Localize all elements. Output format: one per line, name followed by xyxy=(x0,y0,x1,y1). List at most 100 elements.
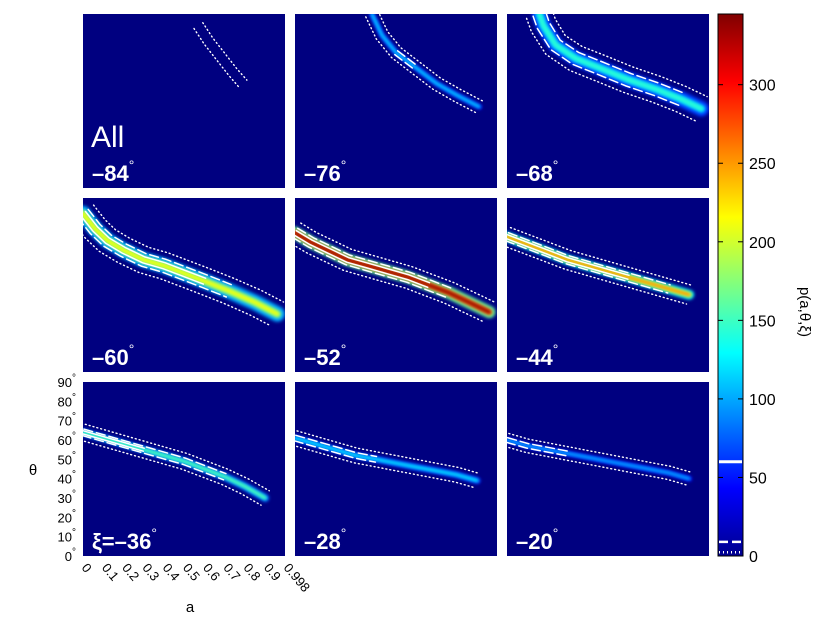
x-tick-label: 0.998 xyxy=(281,560,313,595)
panel-label: –28° xyxy=(304,525,346,554)
y-axis-label: θ xyxy=(29,462,37,479)
contour-solid xyxy=(507,238,629,280)
x-tick-label: 0.4 xyxy=(160,560,183,583)
density-core xyxy=(295,437,478,482)
contour-solid xyxy=(83,430,145,449)
colorbar-tick-label: 300 xyxy=(749,78,776,95)
panel-label: –60° xyxy=(92,341,134,370)
panel: ξ=–36° xyxy=(83,382,285,556)
contour-solid xyxy=(83,433,145,452)
contour-dashed xyxy=(83,223,228,298)
panel-label: –20° xyxy=(516,525,558,554)
panel-background xyxy=(83,382,285,556)
contour-dotted xyxy=(295,445,476,489)
contour-dotted xyxy=(295,245,486,323)
contour-solid xyxy=(84,210,207,279)
y-tick-label: 40° xyxy=(58,470,76,487)
x-tick-label: 0.1 xyxy=(99,560,122,583)
contour-solid xyxy=(295,234,429,289)
panel-background xyxy=(83,198,285,372)
contour-dotted xyxy=(507,446,688,486)
colorbar-tick-label: 50 xyxy=(749,470,767,487)
colorbar-tick-label: 0 xyxy=(749,549,758,566)
contour-dashed xyxy=(545,14,685,94)
x-tick-label: 0 xyxy=(79,560,95,575)
contour-dotted xyxy=(84,423,270,492)
density-core xyxy=(295,231,491,314)
colorbar-gradient xyxy=(717,13,744,557)
contour-dashed xyxy=(295,434,378,458)
contour-dashed xyxy=(296,227,452,289)
density-core xyxy=(537,14,704,111)
panel-label: –68° xyxy=(516,157,558,186)
contour-dotted xyxy=(296,430,480,475)
panel-grid: –84° All –76° –68° –60° –52° –44° ξ=–36° –28° –20… xyxy=(83,14,709,556)
contour-dashed xyxy=(87,208,232,286)
panel: –52° xyxy=(295,198,497,372)
panel: –68° xyxy=(507,14,709,188)
contour-dashed xyxy=(295,238,448,299)
colorbar-tick-label: 150 xyxy=(749,313,776,330)
contour-dotted xyxy=(507,246,688,305)
x-tick-label: 0.7 xyxy=(220,560,243,583)
colorbar-label: p(a,θ,ξ) xyxy=(796,287,813,337)
x-tick-label: 0.6 xyxy=(200,560,223,583)
panel-background xyxy=(507,382,709,556)
y-tick-label: 50° xyxy=(58,450,76,467)
colorbar-tick-label: 100 xyxy=(749,392,776,409)
panel-label: –76° xyxy=(304,157,346,186)
contour-solid xyxy=(507,234,630,277)
density-core xyxy=(507,439,690,480)
contour-dashed xyxy=(507,231,671,286)
contour-dashed xyxy=(83,428,227,475)
density-core xyxy=(83,211,280,316)
y-tick-label: 60° xyxy=(58,431,76,448)
panel: –28° xyxy=(295,382,497,556)
contour-dotted xyxy=(83,234,272,327)
contour-dashed xyxy=(83,434,225,481)
contour-dashed xyxy=(507,441,569,457)
contour-dotted xyxy=(193,27,240,88)
y-tick-label: 80° xyxy=(58,392,76,409)
panel-label: –44° xyxy=(516,341,558,370)
panel-background xyxy=(507,198,709,372)
contour-dashed xyxy=(507,436,569,452)
panel: –84° All xyxy=(83,14,285,188)
x-tick-label: 0.9 xyxy=(261,560,284,583)
contour-dotted xyxy=(525,17,697,122)
contour-dashed xyxy=(507,240,669,294)
y-tick-label: 10° xyxy=(58,528,76,545)
panel-background xyxy=(83,14,285,188)
panel-label: –52° xyxy=(304,341,346,370)
contour-dotted xyxy=(83,440,262,506)
panel: –20° xyxy=(507,382,709,556)
contour-dotted xyxy=(92,204,285,303)
panel-background xyxy=(295,382,497,556)
colorbar-tick-label: 200 xyxy=(749,235,776,252)
x-tick-label: 0.2 xyxy=(119,560,142,583)
contour-dashed xyxy=(532,15,680,106)
y-tick-label: 90° xyxy=(58,373,76,390)
panel: –60° xyxy=(83,198,285,372)
contour-solid xyxy=(83,217,205,285)
y-tick-label: 0° xyxy=(65,547,76,564)
panel-label: –84° xyxy=(92,157,134,186)
panel: –76° xyxy=(295,14,497,188)
contour-dashed xyxy=(295,440,377,463)
y-tick-label: 70° xyxy=(58,412,76,429)
y-tick-label: 30° xyxy=(58,489,76,506)
contour-dashed xyxy=(396,50,419,67)
density-core xyxy=(83,431,267,499)
contour-dotted xyxy=(552,14,708,98)
x-tick-label: 0.5 xyxy=(180,560,203,583)
contour-solid xyxy=(295,229,431,284)
x-axis-label: a xyxy=(186,599,195,616)
overlay-label: All xyxy=(91,121,124,154)
y-tick-label: 20° xyxy=(58,508,76,525)
colorbar-tick-label: 250 xyxy=(749,156,776,173)
panel: –44° xyxy=(507,198,709,372)
contour-dotted xyxy=(509,226,693,286)
contour-dotted xyxy=(378,14,483,102)
panel-label: ξ=–36° xyxy=(92,525,157,554)
